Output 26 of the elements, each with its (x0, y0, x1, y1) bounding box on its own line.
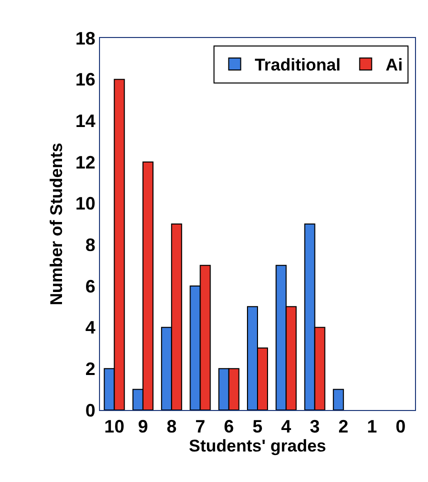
y-axis-title: Number of Students (46, 142, 66, 306)
y-tick-label: 6 (85, 276, 96, 296)
x-tick-label: 6 (224, 416, 234, 437)
x-tick-label: 4 (281, 416, 292, 437)
x-tick-label: 0 (396, 416, 406, 437)
y-tick-label: 18 (75, 28, 96, 48)
y-tick-label: 8 (85, 234, 96, 255)
y-tick-label: 12 (75, 152, 96, 172)
bar (332, 388, 344, 410)
y-tick-label: 0 (85, 400, 96, 420)
y-tick-label: 2 (85, 358, 96, 379)
x-tick-label: 3 (310, 416, 320, 437)
legend-label: Ai (386, 56, 403, 75)
y-tick-label: 4 (85, 318, 96, 338)
legend-label: Traditional (254, 56, 341, 75)
x-tick-label: 5 (252, 416, 263, 437)
x-tick-label: 8 (166, 416, 177, 437)
y-tick-label: 10 (75, 194, 96, 214)
y-tick-label: 14 (75, 110, 96, 131)
x-tick-label: 7 (195, 416, 206, 437)
x-tick-label: 9 (138, 416, 148, 437)
x-tick-label: 10 (104, 416, 124, 437)
x-axis-title: Students' grades (188, 436, 326, 456)
x-tick-label: 2 (338, 416, 348, 437)
y-tick-label: 16 (75, 70, 96, 90)
x-tick-label: 1 (367, 416, 378, 437)
